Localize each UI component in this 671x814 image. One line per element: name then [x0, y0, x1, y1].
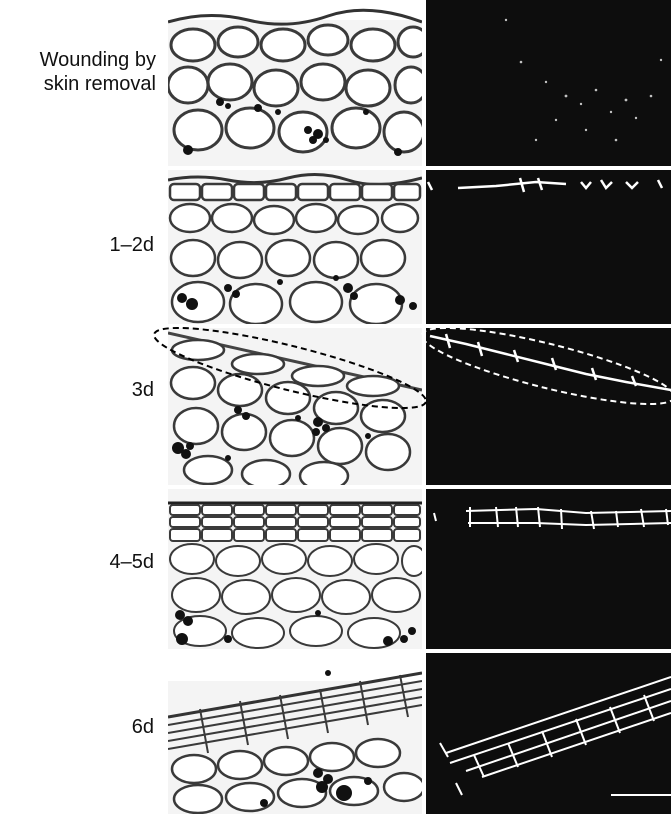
row-label-wounding: Wounding by skin removal: [0, 48, 156, 96]
micrograph-panel-1-2d: [168, 170, 422, 324]
micrograph-panel-6d: [168, 653, 422, 814]
row-label-wounding-line2: skin removal: [43, 73, 156, 95]
fluorescence-panel-6d: [426, 653, 671, 814]
micrograph-cells-1-2d: [168, 173, 422, 324]
fluorescence-panel-3d: [426, 328, 671, 485]
row-label-4-5d: 4–5d: [109, 551, 155, 573]
fluorescence-signal-4-5d: [433, 506, 671, 530]
micrograph-cells-3d: [168, 331, 422, 485]
micrograph-cells-wounding: [168, 0, 422, 156]
micrograph-cells-6d: [168, 653, 422, 814]
fluorescence-panel-wounding: [426, 0, 671, 166]
row-label-6d: 6d: [131, 716, 154, 738]
row-label-1-2d: 1–2d: [109, 234, 155, 256]
row-label-3d: 3d: [131, 379, 154, 401]
micrograph-panel-3d: [168, 328, 422, 485]
fluorescence-panel-4-5d: [426, 489, 671, 649]
fluorescence-signal-1-2d: [426, 177, 664, 193]
fluorescence-signal-wounding: [504, 18, 663, 142]
row-label-wounding-line1: Wounding by: [39, 49, 156, 71]
fluorescence-signal-3d: [429, 333, 671, 392]
fluorescence-signal-6d: [439, 676, 671, 796]
micrograph-panel-wounding: [168, 0, 422, 166]
fluorescence-panel-1-2d: [426, 170, 671, 324]
micrograph-cells-4-5d: [168, 501, 422, 649]
micrograph-panel-4-5d: [168, 489, 422, 649]
